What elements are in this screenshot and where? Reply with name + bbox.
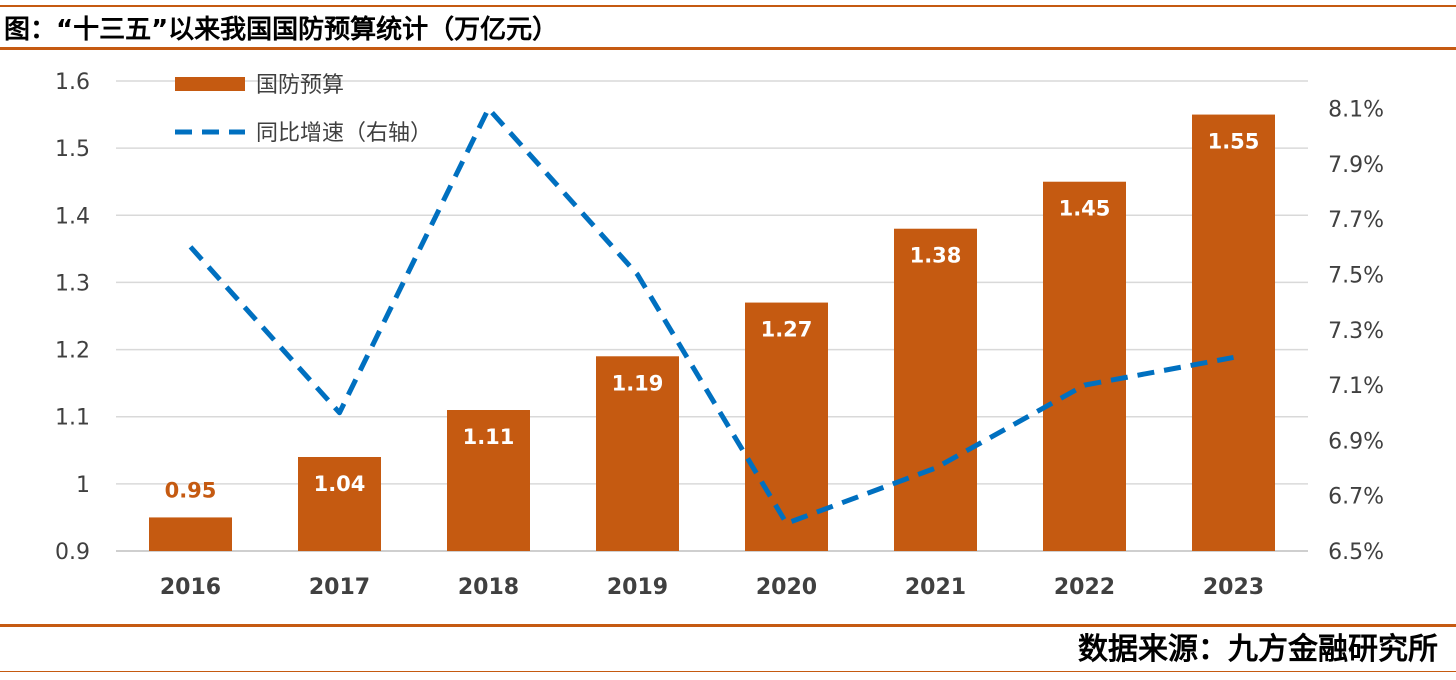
- y-right-tick-label: 6.9%: [1328, 429, 1384, 454]
- footer-rule: [0, 671, 1456, 672]
- bar-data-label: 1.19: [612, 371, 664, 395]
- bar-data-label: 0.95: [165, 478, 217, 502]
- bar: [894, 228, 977, 551]
- chart: 0.9 1 1.1 1.2 1.3 1.4 1.5 1.6 6.5% 6.7% 6.9% 7.1% 7.…: [55, 70, 1384, 600]
- y-right-tick-label: 7.1%: [1328, 374, 1384, 399]
- x-tick-label: 2019: [607, 575, 668, 600]
- chart-title: 图：“十三五”以来我国国防预算统计（万亿元）: [4, 15, 559, 45]
- data-source: 数据来源：九方金融研究所: [1078, 632, 1438, 667]
- bar: [149, 517, 232, 551]
- bar: [1043, 181, 1126, 551]
- bar: [1192, 114, 1275, 552]
- bar-data-label: 1.38: [910, 244, 962, 268]
- bar: [447, 410, 530, 551]
- legend-label-line: 同比增速（右轴）: [256, 121, 432, 146]
- y-right-tick-label: 8.1%: [1328, 98, 1384, 123]
- y-left-tick-label: 1.2: [55, 339, 90, 364]
- y-right-tick-label: 6.5%: [1328, 540, 1384, 565]
- x-tick-label: 2020: [756, 575, 817, 600]
- bottom-rule: [0, 624, 1456, 627]
- y-right-tick-label: 6.7%: [1328, 485, 1384, 510]
- x-tick-label: 2023: [1203, 575, 1264, 600]
- bar-data-label: 1.27: [761, 318, 813, 342]
- legend-label-bar: 国防预算: [256, 73, 344, 98]
- y-right-tick-label: 7.7%: [1328, 208, 1384, 233]
- y-left-tick-label: 1.4: [55, 204, 90, 229]
- y-left-tick-label: 1.3: [55, 271, 90, 296]
- y-left-tick-label: 1.1: [55, 406, 90, 431]
- bar-data-label: 1.55: [1208, 130, 1260, 154]
- y-right-tick-label: 7.3%: [1328, 319, 1384, 344]
- bar: [745, 302, 828, 551]
- top-rule: [0, 5, 1456, 7]
- x-tick-label: 2021: [905, 575, 966, 600]
- x-tick-label: 2018: [458, 575, 519, 600]
- bar: [596, 356, 679, 551]
- x-tick-label: 2016: [160, 575, 221, 600]
- bar-data-label: 1.11: [463, 425, 515, 449]
- y-left-tick-label: 1.6: [55, 70, 90, 95]
- legend-swatch-bar: [175, 77, 245, 91]
- bar: [298, 457, 381, 551]
- x-tick-label: 2017: [309, 575, 370, 600]
- y-left-tick-label: 1: [76, 473, 90, 498]
- title-underline: [0, 47, 1456, 50]
- growth-rate-line: [188, 106, 1234, 526]
- y-right-tick-label: 7.5%: [1328, 264, 1384, 289]
- x-tick-label: 2022: [1054, 575, 1115, 600]
- y-left-tick-label: 0.9: [55, 540, 90, 565]
- bar-data-label: 1.04: [314, 472, 366, 496]
- y-left-tick-label: 1.5: [55, 137, 90, 162]
- bar-data-label: 1.45: [1059, 197, 1111, 221]
- y-right-tick-label: 7.9%: [1328, 153, 1384, 178]
